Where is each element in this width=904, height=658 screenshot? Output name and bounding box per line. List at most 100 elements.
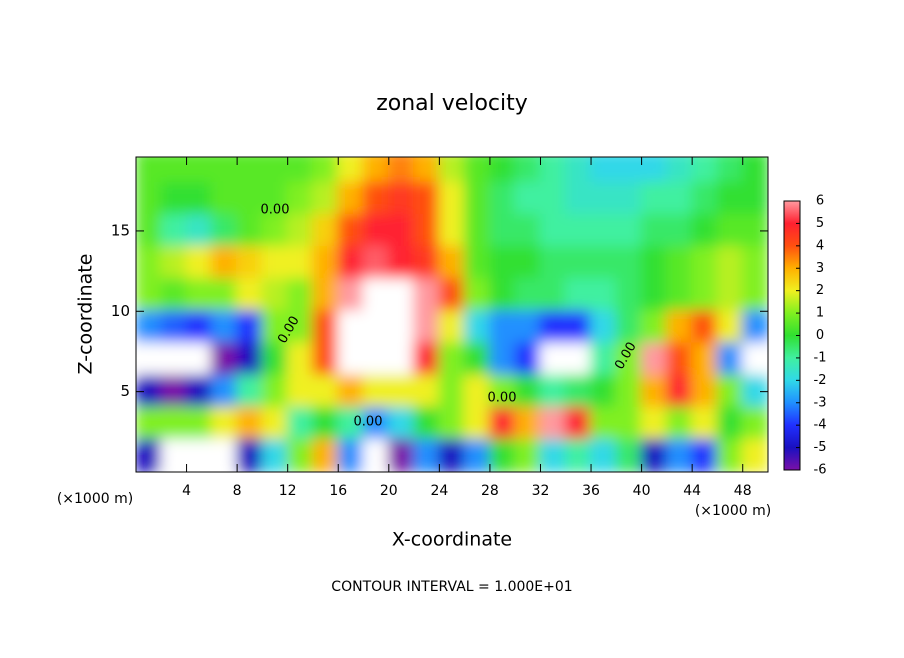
field-cell	[387, 342, 416, 377]
field-cell	[286, 406, 314, 441]
footer: CONTOUR INTERVAL = 1.000E+01	[331, 579, 572, 595]
y-tick-label: 10	[111, 302, 130, 320]
field-cell	[311, 181, 340, 216]
field-cell	[337, 246, 365, 281]
field-cell	[564, 181, 593, 216]
field-cell	[564, 438, 593, 472]
field-cell	[413, 406, 441, 441]
field-cell	[640, 438, 668, 472]
field-cell	[514, 246, 542, 281]
colorbar-tick-label: -6	[814, 463, 827, 478]
field-cell	[438, 246, 466, 281]
field-cell	[413, 374, 441, 409]
field-cell	[741, 310, 768, 345]
field-cell	[337, 310, 365, 345]
field-cell	[185, 406, 213, 441]
field-cell	[261, 310, 289, 345]
field-cell	[362, 181, 390, 216]
field-cell	[286, 374, 314, 409]
field-cell	[640, 310, 668, 345]
field-cell	[311, 278, 340, 313]
field-cell	[185, 213, 213, 248]
field-cell	[236, 246, 264, 281]
field-cell	[160, 181, 188, 216]
field-cell	[640, 406, 668, 441]
field-cell	[261, 278, 289, 313]
field-cell	[665, 342, 694, 377]
field-cell	[311, 374, 340, 409]
field-cell	[438, 310, 466, 345]
field-cell	[539, 213, 567, 248]
field-cell	[236, 157, 264, 184]
field-cell	[564, 246, 593, 281]
field-cell	[337, 181, 365, 216]
field-cell	[691, 278, 719, 313]
field-cell	[463, 406, 491, 441]
field-cell	[362, 310, 390, 345]
field-cell	[413, 310, 441, 345]
field-cell	[438, 278, 466, 313]
field-cell	[337, 438, 365, 472]
field-cell	[665, 374, 694, 409]
colorbar-tick-label: -4	[814, 418, 827, 433]
field-cell	[590, 374, 618, 409]
field-cell	[590, 157, 618, 184]
field-cell	[665, 310, 694, 345]
field-cell	[564, 374, 593, 409]
field-cell	[539, 342, 567, 377]
field-cell	[261, 342, 289, 377]
field-cell	[286, 213, 314, 248]
field-cell	[311, 342, 340, 377]
field-cell	[413, 278, 441, 313]
field-cell	[387, 310, 416, 345]
field-cell	[514, 342, 542, 377]
field-cell	[438, 374, 466, 409]
field-cell	[615, 157, 643, 184]
field-cell	[185, 342, 213, 377]
field-cell	[463, 374, 491, 409]
field-cell	[387, 246, 416, 281]
field-cell	[136, 406, 163, 441]
field-cell	[488, 342, 517, 377]
field-cell	[539, 181, 567, 216]
field-cell	[514, 213, 542, 248]
field-cell	[286, 278, 314, 313]
field-cell	[615, 181, 643, 216]
field-cell	[286, 246, 314, 281]
field-cell	[236, 406, 264, 441]
field-cell	[160, 157, 188, 184]
field-cell	[438, 438, 466, 472]
field-cell	[488, 213, 517, 248]
field-cell	[691, 406, 719, 441]
field-cell	[716, 438, 744, 472]
field-cell	[716, 181, 744, 216]
field-cell	[337, 278, 365, 313]
field-cell	[160, 374, 188, 409]
field-cell	[160, 342, 188, 377]
field-cell	[665, 438, 694, 472]
field-cell	[311, 213, 340, 248]
field-cell	[615, 213, 643, 248]
field-cell	[210, 246, 239, 281]
field-cell	[236, 374, 264, 409]
field-cell	[463, 342, 491, 377]
field-cell	[311, 157, 340, 184]
field-cell	[413, 246, 441, 281]
field-cell	[210, 438, 239, 472]
field-cell	[539, 278, 567, 313]
field-cell	[716, 157, 744, 184]
field-cell	[236, 310, 264, 345]
field-cell	[210, 181, 239, 216]
field-cell	[488, 181, 517, 216]
field-cell	[741, 246, 768, 281]
field-cell	[640, 342, 668, 377]
field-cell	[261, 181, 289, 216]
field-cell	[261, 213, 289, 248]
field-cell	[640, 213, 668, 248]
field-cell	[413, 342, 441, 377]
field-cell	[236, 342, 264, 377]
field-cell	[691, 438, 719, 472]
field-cells	[136, 157, 768, 472]
field-cell	[514, 310, 542, 345]
field-cell	[741, 157, 768, 184]
